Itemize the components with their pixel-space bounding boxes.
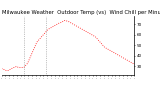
Text: Milwaukee Weather  Outdoor Temp (vs)  Wind Chill per Minute (Last 24 Hours): Milwaukee Weather Outdoor Temp (vs) Wind… — [2, 10, 160, 15]
